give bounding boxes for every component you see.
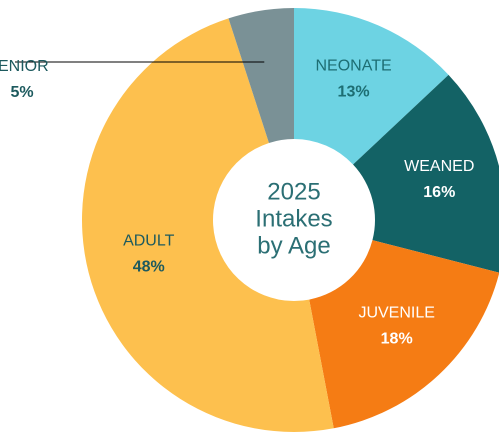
- slice-label: JUVENILE: [358, 305, 434, 322]
- donut-slice: [294, 8, 449, 165]
- slice-label: WEANED: [404, 158, 474, 175]
- slice-label: NEONATE: [315, 58, 391, 75]
- center-title: by Age: [257, 232, 330, 259]
- slice-label: ADULT: [123, 233, 174, 250]
- slice-value: 5%: [10, 84, 33, 101]
- center-title: Intakes: [255, 205, 332, 232]
- center-title: 2025: [267, 178, 320, 205]
- slice-value: 13%: [338, 84, 370, 101]
- slice-value: 16%: [423, 184, 455, 201]
- donut-slice: [309, 240, 499, 429]
- donut-slice: [228, 8, 294, 143]
- donut-slice: [353, 74, 499, 273]
- slice-label: SENIOR: [0, 58, 49, 75]
- donut-slice: [81, 18, 334, 433]
- slice-value: 18%: [381, 331, 413, 348]
- slice-value: 48%: [133, 259, 165, 276]
